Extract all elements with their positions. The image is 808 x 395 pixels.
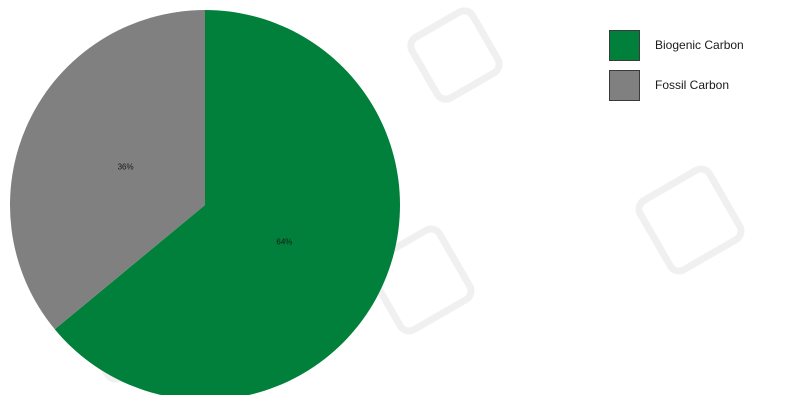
pie-slice-biogenic-carbon: [54, 10, 400, 395]
legend-item-biogenic-carbon: Biogenic Carbon: [609, 29, 804, 61]
slice-label-fossil-carbon: 36%: [118, 163, 134, 172]
pie-slice-fossil-carbon: [9, 10, 205, 330]
legend-item-fossil-carbon: Fossil Carbon: [609, 69, 804, 101]
legend-label-fossil-carbon: Fossil Carbon: [655, 78, 730, 92]
legend: Biogenic Carbon Fossil Carbon: [609, 29, 804, 109]
slice-label-biogenic-carbon: 64%: [276, 237, 292, 246]
legend-label-biogenic-carbon: Biogenic Carbon: [655, 38, 744, 52]
legend-swatch-fossil-carbon: [609, 69, 640, 101]
legend-swatch-biogenic-carbon: [609, 29, 640, 61]
pie-slices: [9, 10, 400, 395]
pie-labels: 64% 36%: [118, 163, 293, 247]
